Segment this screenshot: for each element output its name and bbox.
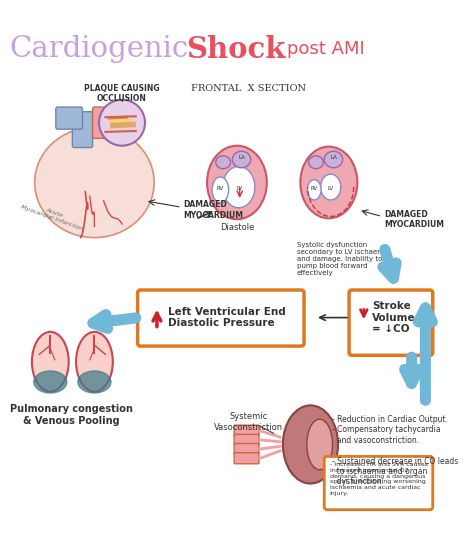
- Text: Systemic
Vasoconstriction: Systemic Vasoconstriction: [214, 412, 283, 432]
- Text: Stroke
Volume
= ↓CO: Stroke Volume = ↓CO: [372, 301, 416, 334]
- FancyBboxPatch shape: [234, 425, 259, 436]
- Text: Systolic dysfunction
secondary to LV ischaemia
and damage. Inability to
pump blo: Systolic dysfunction secondary to LV isc…: [297, 242, 390, 276]
- Ellipse shape: [307, 419, 333, 470]
- Text: LV: LV: [237, 186, 243, 191]
- Text: LA: LA: [330, 156, 337, 160]
- Text: LA: LA: [238, 156, 245, 160]
- Text: post AMI: post AMI: [288, 40, 365, 58]
- Ellipse shape: [78, 371, 111, 393]
- Ellipse shape: [216, 156, 230, 169]
- Text: DAMAGED
MYOCARDIUM: DAMAGED MYOCARDIUM: [384, 210, 444, 229]
- Text: RV: RV: [217, 186, 224, 191]
- Ellipse shape: [301, 147, 357, 218]
- Text: FRONTAL  X SECTION: FRONTAL X SECTION: [191, 83, 306, 93]
- Text: Acute
Myocardial Infarction: Acute Myocardial Infarction: [20, 200, 86, 232]
- Ellipse shape: [307, 180, 321, 200]
- FancyBboxPatch shape: [234, 453, 259, 464]
- Circle shape: [99, 100, 145, 146]
- Text: RV: RV: [310, 186, 318, 191]
- Ellipse shape: [320, 174, 341, 200]
- Ellipse shape: [207, 146, 267, 219]
- FancyBboxPatch shape: [234, 444, 259, 455]
- Text: Pulmonary congestion
& Venous Pooling: Pulmonary congestion & Venous Pooling: [10, 404, 133, 426]
- Text: Left Ventricular End
Diastolic Pressure: Left Ventricular End Diastolic Pressure: [168, 307, 286, 328]
- Ellipse shape: [32, 332, 69, 392]
- Ellipse shape: [324, 151, 343, 168]
- Text: LV: LV: [328, 186, 334, 191]
- Text: Shock: Shock: [186, 35, 286, 64]
- Ellipse shape: [232, 151, 251, 168]
- FancyBboxPatch shape: [56, 107, 82, 129]
- FancyBboxPatch shape: [234, 434, 259, 445]
- Ellipse shape: [35, 127, 154, 238]
- FancyBboxPatch shape: [92, 107, 115, 139]
- Text: Diastole: Diastole: [220, 223, 254, 232]
- Text: DAMAGED
MYOCARDIUM: DAMAGED MYOCARDIUM: [183, 200, 244, 220]
- Text: - Increased HR and SVR causes
increased myocardial O2
demand, causing a dangerou: - Increased HR and SVR causes increased …: [330, 462, 428, 496]
- Ellipse shape: [309, 156, 323, 169]
- Ellipse shape: [34, 371, 67, 393]
- Ellipse shape: [76, 332, 113, 392]
- Ellipse shape: [223, 166, 255, 208]
- Text: PLAQUE CAUSING
OCCLUSION: PLAQUE CAUSING OCCLUSION: [84, 83, 160, 103]
- FancyBboxPatch shape: [349, 290, 433, 355]
- Text: - Reduction in Cardiac Output.
- Compensatory tachycardia
  and vasoconstriction: - Reduction in Cardiac Output. - Compens…: [332, 415, 458, 486]
- Text: Cardiogenic: Cardiogenic: [10, 35, 189, 63]
- Ellipse shape: [283, 406, 338, 484]
- FancyBboxPatch shape: [137, 290, 304, 346]
- Ellipse shape: [212, 177, 228, 203]
- FancyBboxPatch shape: [324, 456, 433, 510]
- FancyBboxPatch shape: [73, 112, 92, 148]
